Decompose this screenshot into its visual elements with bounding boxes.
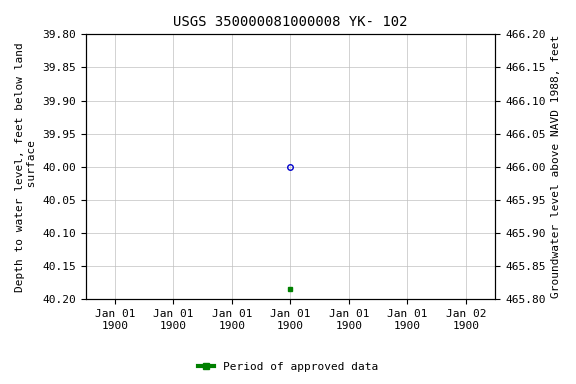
Legend: Period of approved data: Period of approved data xyxy=(193,358,383,377)
Title: USGS 350000081000008 YK- 102: USGS 350000081000008 YK- 102 xyxy=(173,15,408,29)
Y-axis label: Groundwater level above NAVD 1988, feet: Groundwater level above NAVD 1988, feet xyxy=(551,35,561,298)
Y-axis label: Depth to water level, feet below land
 surface: Depth to water level, feet below land su… xyxy=(15,42,37,292)
